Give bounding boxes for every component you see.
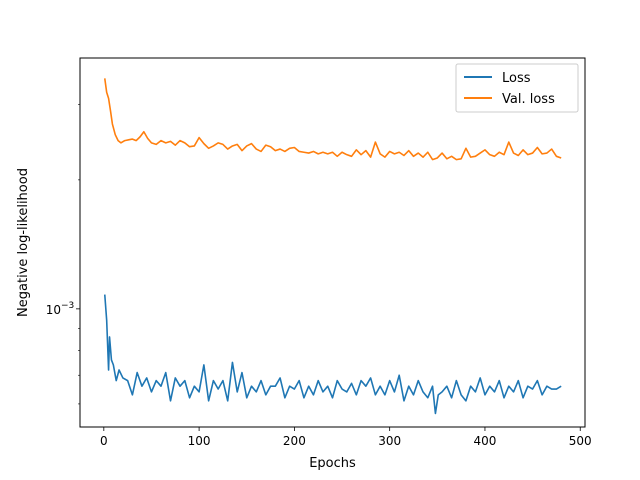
x-tick-label: 0 [100, 434, 108, 448]
series-layer [103, 78, 562, 415]
legend-label-loss: Loss [502, 71, 531, 86]
legend-label-val-loss: Val. loss [502, 92, 555, 107]
x-axis-label: Epochs [309, 456, 356, 471]
y-axis-label: Negative log-likelihood [16, 168, 31, 317]
x-tick-label: 300 [378, 434, 401, 448]
series-line-loss [103, 294, 562, 415]
y-tick-label: 10 [46, 303, 61, 317]
x-tick-label: 500 [569, 434, 592, 448]
series-line-val-loss [103, 78, 562, 161]
ticks-layer: 0 100 200 300 400 500 10 −3 [46, 104, 592, 448]
x-tick-label: 200 [283, 434, 306, 448]
x-tick-label: 400 [473, 434, 496, 448]
legend: Loss Val. loss [455, 63, 579, 113]
y-tick-exponent: −3 [61, 301, 74, 311]
axes-frame [79, 57, 586, 428]
x-tick-label: 100 [188, 434, 211, 448]
